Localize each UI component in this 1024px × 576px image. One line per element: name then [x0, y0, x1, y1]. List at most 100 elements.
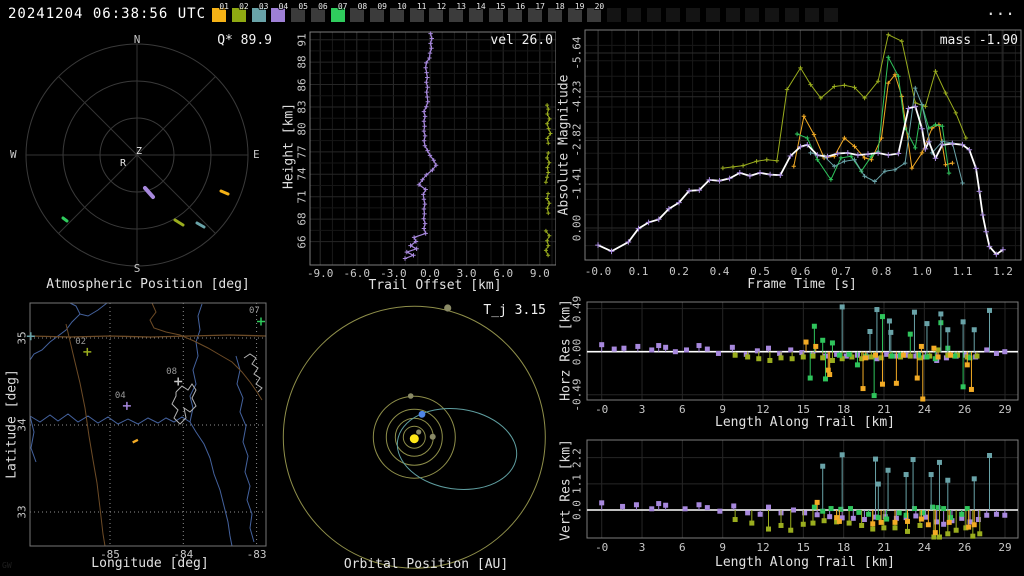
- station-chip-07[interactable]: 07: [331, 8, 345, 22]
- y-tick-label: -1.41: [572, 168, 583, 201]
- station-chip-slot: [706, 8, 720, 22]
- station-chip-16[interactable]: 16: [508, 8, 522, 22]
- map-station-label: 08: [166, 368, 177, 377]
- x-tick-label: 9.0: [530, 268, 550, 279]
- x-tick-label: 6.0: [493, 268, 513, 279]
- station-chip-slot: [686, 8, 700, 22]
- x-tick-label: 12: [756, 404, 769, 415]
- station-chip-slot: [666, 8, 680, 22]
- x-tick-label: 0.0: [420, 268, 440, 279]
- x-tick-label: 3.0: [457, 268, 477, 279]
- x-tick-label: -9.0: [307, 268, 334, 279]
- x-tick-label: 29: [998, 404, 1011, 415]
- station-chip-20[interactable]: 20: [587, 8, 601, 22]
- x-tick-label: -0: [595, 404, 608, 415]
- magnitude-xlabel: Frame Time [s]: [747, 278, 857, 291]
- station-chip-08[interactable]: 08: [350, 8, 364, 22]
- station-chip-02[interactable]: 02: [232, 8, 246, 22]
- planet-jupiter-dot: [444, 304, 451, 311]
- y-tick-label: 2.2: [572, 448, 583, 468]
- x-tick-label: 24: [918, 404, 931, 415]
- trail-xlabel: Trail Offset [km]: [368, 279, 501, 292]
- station-chip-number: 11: [417, 2, 427, 11]
- light-curve-panel: mass -1.90 Absolute Magnitude Frame Time…: [552, 28, 1024, 296]
- station-chip-18[interactable]: 18: [548, 8, 562, 22]
- station-chip-06[interactable]: 06: [311, 8, 325, 22]
- x-tick-label: 1.2: [993, 266, 1013, 277]
- compass-east-label: E: [253, 149, 260, 160]
- y-tick-label: 0.49: [572, 295, 583, 322]
- station-chip-17[interactable]: 17: [528, 8, 542, 22]
- y-tick-label: 0.0: [572, 500, 583, 520]
- station-chip-12[interactable]: 12: [429, 8, 443, 22]
- station-chip-slot: [805, 8, 819, 22]
- x-tick-label: 0.8: [872, 266, 892, 277]
- x-tick-label: 15: [797, 404, 810, 415]
- station-chip-09[interactable]: 09: [370, 8, 384, 22]
- station-chip-04[interactable]: 04: [271, 8, 285, 22]
- horz-xlabel: Length Along Trail [km]: [715, 416, 895, 429]
- x-tick-label: 24: [918, 542, 931, 553]
- y-tick-label: 0.00: [572, 338, 583, 365]
- station-chip-slot: [726, 8, 740, 22]
- x-tick-label: 3: [639, 404, 646, 415]
- station-chip-19[interactable]: 19: [568, 8, 582, 22]
- magnitude-ylabel: Absolute Magnitude: [558, 75, 571, 216]
- x-tick-label: 3: [639, 542, 646, 553]
- y-tick-label: -0.49: [572, 378, 583, 411]
- vert-xlabel: Length Along Trail [km]: [715, 556, 895, 569]
- trail-offset-plot: [278, 28, 556, 296]
- station-chip-number: 06: [318, 2, 328, 11]
- y-tick-label: 68: [297, 213, 308, 226]
- station-chip-number: 15: [496, 2, 506, 11]
- station-chip-slot: [765, 8, 779, 22]
- station-chip-14[interactable]: 14: [469, 8, 483, 22]
- station-chip-number: 08: [358, 2, 368, 11]
- station-chip-03[interactable]: 03: [252, 8, 266, 22]
- station-chip-13[interactable]: 13: [449, 8, 463, 22]
- compass-west-label: W: [10, 149, 17, 160]
- x-tick-label: 6: [679, 404, 686, 415]
- orbital-position-plot: [278, 296, 570, 576]
- sun-dot: [410, 434, 419, 443]
- vert-residual-panel: Vert Res [km] Length Along Trail [km] -0…: [552, 434, 1024, 576]
- trail-ylabel: Height [km]: [283, 103, 296, 189]
- station-chip-10[interactable]: 10: [390, 8, 404, 22]
- x-tick-label: -85: [100, 549, 120, 560]
- station-chip-number: 09: [377, 2, 387, 11]
- top-bar: 20241204 06:38:56 UTC 010203040506070809…: [0, 0, 1024, 28]
- overflow-menu[interactable]: ...: [986, 0, 1015, 19]
- x-tick-label: 0.6: [791, 266, 811, 277]
- station-chip-slot: [647, 8, 661, 22]
- station-chip-number: 10: [397, 2, 407, 11]
- station-chip-number: 07: [338, 2, 348, 11]
- horz-residual-plot: [552, 296, 1024, 434]
- y-tick-label: 86: [297, 78, 308, 91]
- map-station-label: 04: [115, 392, 126, 401]
- station-chip-01[interactable]: 01: [212, 8, 226, 22]
- ground-map-panel: Latitude [deg] Longitude [deg] 02070804-…: [0, 296, 278, 576]
- x-tick-label: 6: [679, 542, 686, 553]
- x-tick-label: -6.0: [344, 268, 371, 279]
- x-tick-label: 21: [877, 542, 890, 553]
- tisserand-stat: T_j 3.15: [483, 304, 546, 317]
- mass-stat: mass -1.90: [940, 34, 1018, 47]
- x-tick-label: 26: [958, 404, 971, 415]
- x-tick-label: -3.0: [380, 268, 407, 279]
- station-chip-slot: [627, 8, 641, 22]
- light-curve-plot: [552, 28, 1024, 296]
- velocity-stat: vel 26.0: [490, 34, 553, 47]
- station-chip-number: 12: [437, 2, 447, 11]
- station-chip-11[interactable]: 11: [410, 8, 424, 22]
- x-tick-label: 0.1: [629, 266, 649, 277]
- station-chip-05[interactable]: 05: [291, 8, 305, 22]
- station-chip-number: 05: [298, 2, 308, 11]
- x-tick-label: 15: [797, 542, 810, 553]
- y-tick-label: 88: [297, 56, 308, 69]
- x-tick-label: 0.2: [669, 266, 689, 277]
- planet-mars-dot: [408, 393, 414, 399]
- station-chip-15[interactable]: 15: [489, 8, 503, 22]
- ground-map-plot: [0, 296, 278, 576]
- map-station-label: 07: [249, 307, 260, 316]
- y-tick-label: 33: [17, 505, 28, 518]
